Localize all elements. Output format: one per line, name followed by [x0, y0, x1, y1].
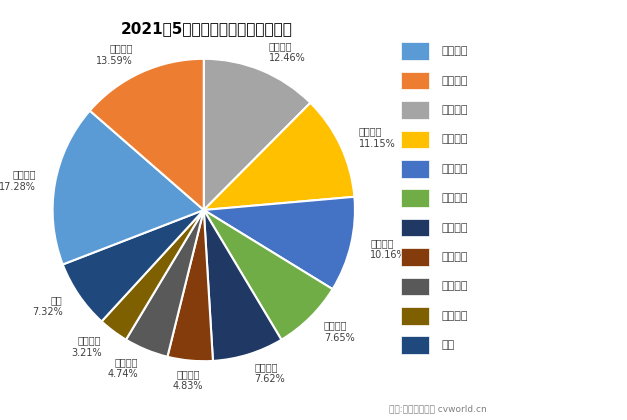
Wedge shape	[204, 103, 354, 210]
Text: 玉柴集团
17.28%: 玉柴集团 17.28%	[0, 169, 36, 192]
Bar	[401, 248, 429, 266]
Wedge shape	[102, 210, 204, 340]
Bar	[401, 189, 429, 207]
Wedge shape	[167, 210, 213, 361]
Text: 江淮汽车: 江淮汽车	[441, 311, 468, 321]
Wedge shape	[90, 59, 204, 210]
Wedge shape	[204, 59, 310, 210]
Wedge shape	[63, 210, 204, 321]
Bar	[401, 101, 429, 119]
Text: 玉柴集团: 玉柴集团	[441, 46, 468, 56]
Text: 一汽解放
11.15%: 一汽解放 11.15%	[359, 126, 395, 149]
Text: 一汽解放: 一汽解放	[441, 134, 468, 144]
Bar	[401, 278, 429, 295]
Wedge shape	[204, 210, 282, 361]
Text: 江铃汽车: 江铃汽车	[441, 223, 468, 233]
Text: 制图:第一商用车网 cvworld.cn: 制图:第一商用车网 cvworld.cn	[389, 404, 487, 414]
Text: 2021年5月柴油机市场前十企业份额: 2021年5月柴油机市场前十企业份额	[121, 21, 293, 36]
Text: 上汽动力: 上汽动力	[441, 281, 468, 291]
Text: 安徽全柴: 安徽全柴	[441, 105, 468, 115]
Bar	[401, 336, 429, 354]
Wedge shape	[204, 197, 355, 289]
Text: 东风股份: 东风股份	[441, 193, 468, 203]
Bar	[401, 219, 429, 236]
Text: 江淮汽车
3.21%: 江淮汽车 3.21%	[71, 336, 102, 358]
Bar	[401, 72, 429, 89]
Text: 长城汽车
4.83%: 长城汽车 4.83%	[173, 369, 203, 391]
Text: 安徽全柴
12.46%: 安徽全柴 12.46%	[269, 41, 306, 63]
Wedge shape	[126, 210, 204, 357]
Text: 江铃汽车
7.62%: 江铃汽车 7.62%	[254, 362, 285, 384]
Bar	[401, 160, 429, 178]
Text: 云内动力: 云内动力	[441, 76, 468, 86]
Text: 长城汽车: 长城汽车	[441, 252, 468, 262]
Text: 云内动力
13.59%: 云内动力 13.59%	[97, 43, 133, 66]
Text: 其他: 其他	[441, 340, 455, 350]
Text: 福田汽车
10.16%: 福田汽车 10.16%	[370, 238, 407, 260]
Bar	[401, 307, 429, 325]
Text: 东风股份
7.65%: 东风股份 7.65%	[324, 320, 355, 343]
Text: 其他
7.32%: 其他 7.32%	[32, 295, 63, 318]
Text: 上汽动力
4.74%: 上汽动力 4.74%	[108, 357, 139, 379]
Bar	[401, 131, 429, 148]
Text: 福田汽车: 福田汽车	[441, 164, 468, 174]
Bar	[401, 42, 429, 60]
Wedge shape	[204, 210, 332, 340]
Wedge shape	[53, 110, 204, 265]
